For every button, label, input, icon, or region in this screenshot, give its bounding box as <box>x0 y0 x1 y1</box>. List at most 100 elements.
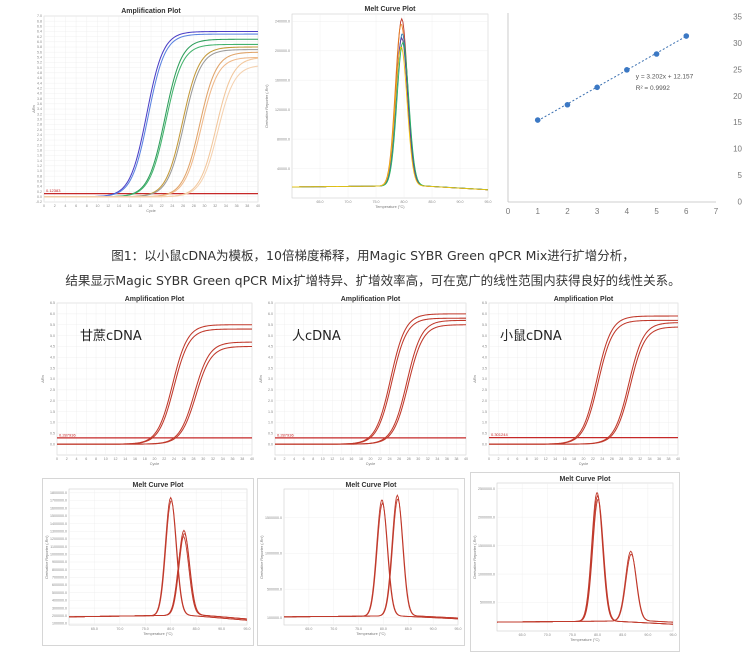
y-tick-label: 5.6 <box>37 50 42 54</box>
y-tick-label: 1600000.0 <box>50 506 67 510</box>
y-tick-label: 0.4 <box>37 185 42 189</box>
data-point-2 <box>564 101 571 108</box>
x-tick-label: 12 <box>544 457 548 461</box>
x-tick-label: 70.0 <box>345 200 352 204</box>
y-tick-label: 6.0 <box>37 40 42 44</box>
x-tick-label: 4 <box>293 457 295 461</box>
x-tick-label: 20 <box>149 204 153 208</box>
y-tick-label: 3.2 <box>37 112 42 116</box>
y-tick-label: 3.0 <box>37 118 42 122</box>
x-tick-label: 12 <box>106 204 110 208</box>
y-tick-label: 1000000.0 <box>50 553 67 557</box>
x-tick-label: 80.0 <box>594 633 601 637</box>
x-tick-label: 36 <box>235 204 239 208</box>
human-amplification-panel: Amplification Plot 0.0 0.5 1.0 1.5 2.0 2.5 3.0 3… <box>256 293 470 475</box>
x-axis-label: Temperature (°C) <box>570 638 600 642</box>
x-tick-label: 38 <box>245 204 249 208</box>
y-tick-label: 1.6 <box>37 154 42 158</box>
amplification-curve-10 <box>44 65 259 198</box>
y-tick-label: 4.6 <box>37 76 42 80</box>
x-tick-label: 95.0 <box>670 633 677 637</box>
x-tick-label: 10 <box>534 457 538 461</box>
mouse-amplification-chart: Amplification Plot 0.0 0.5 1.0 1.5 2.0 2.5 3.0 3… <box>473 296 680 466</box>
y-tick-label: 1.2 <box>37 164 42 168</box>
data-point-1 <box>534 117 541 123</box>
x-tick-label: 34 <box>221 457 225 461</box>
x-tick-label: 18 <box>138 204 142 208</box>
sugarcane-melt-chart: Melt Curve Plot 100000.0 200000.0 300000.0 4… <box>45 482 251 636</box>
plot-area <box>496 482 674 632</box>
x-tick-label: 16 <box>349 457 353 461</box>
chart-title: Melt Curve Plot <box>346 482 398 489</box>
y-tick-label: 0.8 <box>37 174 42 178</box>
x-tick-label: 2 <box>284 457 286 461</box>
x-tick-label: 7 <box>714 207 719 216</box>
y-axis-label: ΔRn <box>32 105 36 112</box>
y-tick-label: 6.0 <box>482 312 487 316</box>
x-tick-label: 38 <box>667 457 671 461</box>
chart-title: Amplification Plot <box>121 8 181 15</box>
y-tick-label: 1.0 <box>37 169 42 173</box>
y-tick-label: 4.0 <box>50 355 55 359</box>
y-tick-label: 4.5 <box>482 345 487 349</box>
x-tick-label: 26 <box>610 457 614 461</box>
x-tick-label: 20 <box>369 457 373 461</box>
y-tick-label: 900000.0 <box>52 560 67 564</box>
x-tick-label: 32 <box>426 457 430 461</box>
y-tick-label: 0.2 <box>37 190 42 194</box>
amplification-curve-4 <box>275 324 467 445</box>
x-tick-label: 40 <box>250 457 254 461</box>
x-tick-label: 32 <box>638 457 642 461</box>
caption-line-1: 图1：以小鼠cDNA为模板，10倍梯度稀释，用Magic SYBR Green … <box>111 248 635 263</box>
x-tick-label: 6 <box>75 204 77 208</box>
y-tick-label: 1000000.0 <box>478 572 495 576</box>
y-tick-label: 4.8 <box>37 71 42 75</box>
x-tick-label: 10 <box>321 457 325 461</box>
sample-label: 人cDNA <box>292 329 341 344</box>
x-tick-label: 0 <box>43 204 45 208</box>
y-tick-label: 3.5 <box>482 366 487 370</box>
y-tick-label: 100000.0 <box>52 622 67 626</box>
y-tick-label: 1500000.0 <box>265 516 282 520</box>
y-tick-label: 4.0 <box>482 355 487 359</box>
y-tick-label: 2.5 <box>482 388 487 392</box>
y-tick-label: 1.4 <box>37 159 42 163</box>
x-tick-label: 75.0 <box>142 627 149 631</box>
human-amplification-chart: Amplification Plot 0.0 0.5 1.0 1.5 2.0 2.5 3.0 3… <box>259 296 468 466</box>
x-tick-label: 36 <box>657 457 661 461</box>
y-tick-label: 7.0 <box>37 14 42 18</box>
x-tick-label: 38 <box>454 457 458 461</box>
x-tick-label: 10 <box>104 457 108 461</box>
fig1-standard-panel: 0 5 10 15 20 25 30 35 0 1 2 3 4 5 6 7 y = 3.202x + 12.15… <box>494 5 746 225</box>
x-tick-label: 32 <box>211 457 215 461</box>
y-tick-label: 5.0 <box>268 334 273 338</box>
y-axis-label: Derivative Reporter (-Rn') <box>265 84 269 128</box>
x-axis-label: Cycle <box>366 462 376 466</box>
melt-curve-5 <box>496 553 674 623</box>
y-axis-label: ΔRn <box>41 375 45 382</box>
y-tick-label: 5.5 <box>50 323 55 327</box>
plot-area <box>68 488 248 626</box>
x-tick-label: 20 <box>153 457 157 461</box>
y-axis-label: Derivative Reporter (-Rn') <box>260 535 264 579</box>
trendline-equation: y = 3.202x + 12.157 <box>636 73 694 80</box>
y-tick-label: 100000.0 <box>267 616 282 620</box>
x-tick-label: 30 <box>203 204 207 208</box>
x-tick-label: 4 <box>76 457 78 461</box>
caption-line-2: 结果显示Magic SYBR Green qPCR Mix扩增特异、扩增效率高，… <box>65 273 681 288</box>
x-tick-label: 75.0 <box>569 633 576 637</box>
y-tick-label: 1200000.0 <box>50 537 67 541</box>
y-tick-label: 700000.0 <box>52 576 67 580</box>
x-tick-label: 10 <box>96 204 100 208</box>
y-tick-label: 1300000.0 <box>50 529 67 533</box>
x-tick-label: 12 <box>114 457 118 461</box>
y-tick-label: 0.5 <box>50 431 55 435</box>
x-tick-label: 70.0 <box>330 627 337 631</box>
fig1-amplification-panel: Amplification Plot -0.2 0.0 0.2 0.4 0.6 0.8 1.0… <box>30 5 262 217</box>
x-tick-label: 18 <box>572 457 576 461</box>
y-tick-label: 10 <box>733 145 742 154</box>
x-tick-label: 95.0 <box>485 200 492 204</box>
x-tick-label: 95.0 <box>244 627 251 631</box>
y-tick-label: 5 <box>738 171 743 180</box>
y-tick-label: 500000.0 <box>52 591 67 595</box>
